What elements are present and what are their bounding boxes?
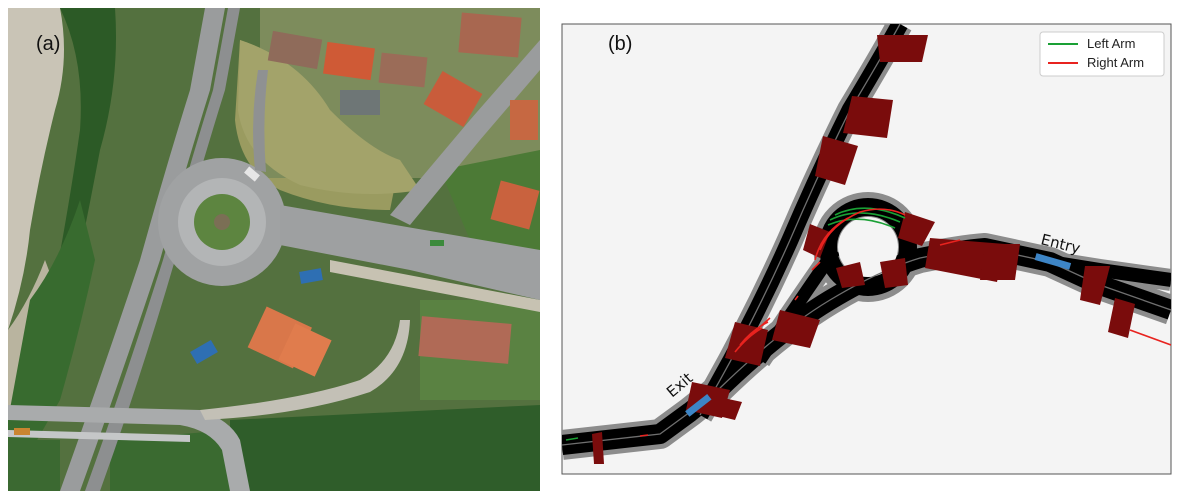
legend: Left Arm Right Arm: [1039, 31, 1165, 77]
simulation-schematic: [562, 24, 1171, 464]
legend-left-arm-label: Left Arm: [1087, 36, 1135, 51]
right-arm-trajectories: [639, 208, 1171, 437]
bridge-road: [8, 405, 250, 491]
legend-right-arm-label: Right Arm: [1087, 55, 1144, 70]
forest-bottom-right: [230, 405, 540, 491]
gravel-bank: [8, 8, 64, 330]
aerial-photo-panel: [8, 8, 540, 491]
forest-left-lower: [8, 200, 95, 470]
house-roofs: [247, 12, 540, 377]
left-arm-trajectories: [565, 207, 906, 441]
east-arm-road: [280, 205, 540, 300]
vehicles: [685, 253, 1072, 417]
panel-a-label: (a): [36, 33, 60, 55]
roundabout-ring-road: [819, 198, 917, 296]
highway-north: [60, 8, 225, 491]
panel-b-label: (b): [608, 33, 632, 55]
